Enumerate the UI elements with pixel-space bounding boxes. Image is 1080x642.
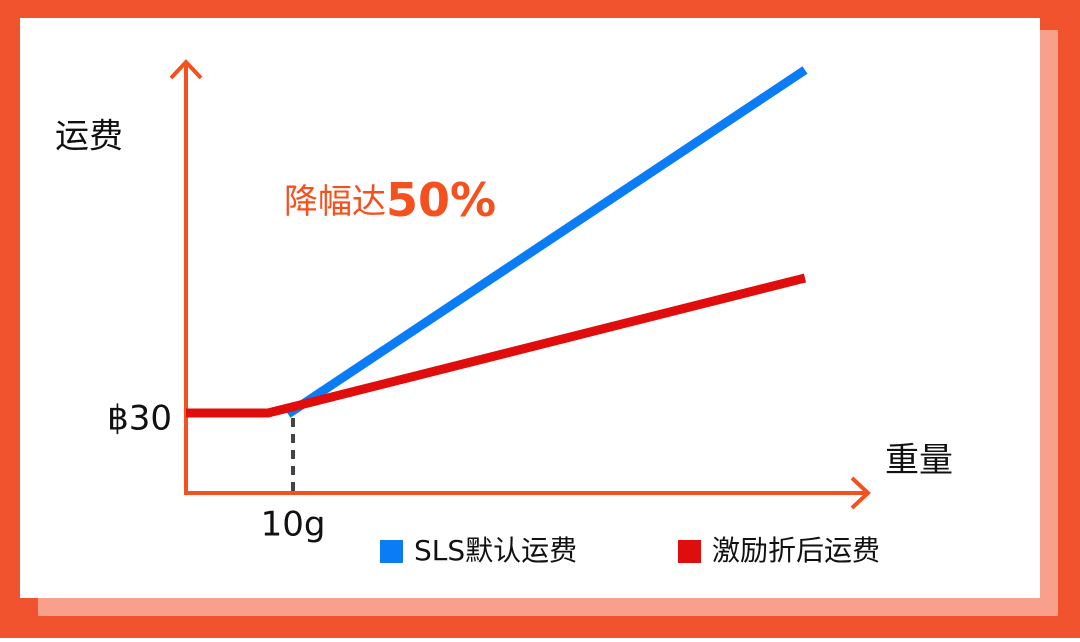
annotation: 降幅达50% — [284, 173, 496, 227]
legend-label: SLS默认运费 — [414, 534, 577, 567]
y-axis-arrow — [169, 59, 203, 80]
y-axis-label: 运费 — [55, 117, 123, 157]
axes — [169, 59, 871, 510]
legend-label: 激励折后运费 — [712, 534, 880, 567]
y-tick-label: ฿30 — [107, 399, 172, 439]
annotation-text: 降幅达 — [284, 182, 386, 222]
default-fee-line — [285, 66, 808, 418]
legend-swatch — [678, 540, 701, 563]
panel — [20, 18, 1040, 598]
x-axis-label: 重量 — [885, 441, 953, 481]
x-axis-arrow — [850, 476, 871, 510]
discount-fee-line — [186, 273, 807, 418]
annotation-emphasis: 50% — [386, 173, 496, 227]
legend-swatch — [380, 540, 403, 563]
x-tick-label: 10g — [261, 505, 326, 545]
